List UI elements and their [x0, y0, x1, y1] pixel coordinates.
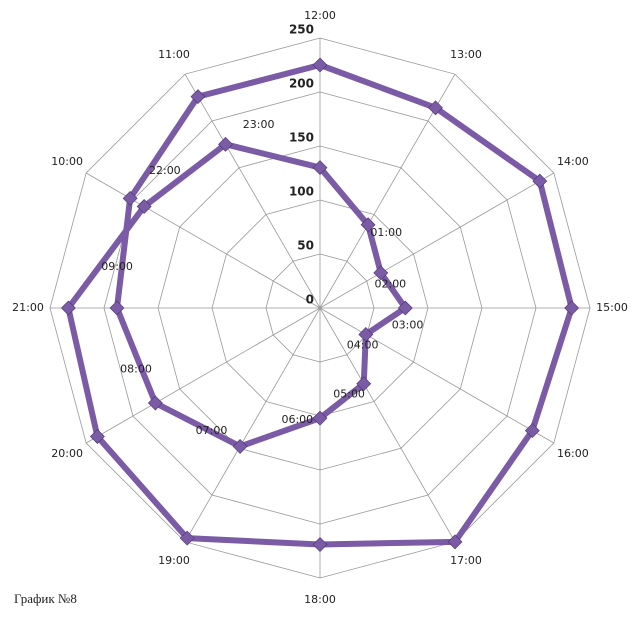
marker — [524, 423, 540, 439]
y-tick-label: 200 — [289, 77, 314, 91]
category-label: 11:00 — [158, 48, 190, 61]
marker — [312, 160, 328, 176]
category-label: 20:00 — [51, 447, 83, 460]
marker — [373, 265, 389, 281]
category-label: 09:00 — [101, 260, 133, 273]
marker — [532, 173, 548, 189]
category-label: 18:00 — [304, 593, 336, 606]
marker — [179, 530, 195, 546]
marker — [428, 100, 443, 116]
caption: График №8 — [14, 591, 77, 606]
spoke — [85, 172, 321, 309]
marker — [232, 439, 248, 454]
category-label: 16:00 — [557, 447, 589, 460]
marker — [447, 534, 463, 550]
marker — [147, 395, 163, 411]
category-label: 05:00 — [333, 388, 365, 401]
spoke — [319, 307, 555, 444]
category-label: 01:00 — [370, 226, 402, 239]
marker — [564, 300, 580, 316]
grid-ring — [49, 37, 591, 579]
category-label: 06:00 — [281, 413, 313, 426]
marker — [190, 89, 206, 105]
marker — [397, 300, 413, 316]
marker — [312, 57, 328, 73]
category-label: 13:00 — [450, 48, 482, 61]
category-label: 02:00 — [374, 277, 406, 290]
grid-ring — [265, 253, 375, 363]
y-tick-label: 50 — [297, 239, 314, 253]
category-label: 22:00 — [149, 164, 181, 177]
y-tick-label: 100 — [289, 185, 314, 199]
y-tick-label: 150 — [289, 131, 314, 145]
marker — [312, 537, 328, 552]
marker — [89, 429, 105, 444]
marker — [360, 217, 376, 233]
category-label: 04:00 — [347, 339, 379, 352]
marker — [109, 300, 125, 316]
marker — [122, 190, 138, 206]
category-label: 17:00 — [450, 554, 482, 567]
category-label: 12:00 — [304, 9, 336, 22]
category-label: 15:00 — [596, 301, 628, 314]
marker — [136, 199, 152, 214]
marker — [312, 410, 328, 426]
y-tick-label: 0 — [306, 293, 314, 307]
marker — [358, 327, 374, 342]
y-tick-label: 250 — [289, 23, 314, 37]
spoke — [184, 307, 321, 543]
category-label: 08:00 — [120, 363, 152, 376]
category-label: 21:00 — [12, 301, 44, 314]
spoke — [319, 172, 555, 309]
category-label: 14:00 — [557, 155, 589, 168]
category-label: 19:00 — [158, 554, 190, 567]
spoke — [319, 307, 456, 543]
category-label: 23:00 — [243, 118, 275, 131]
spoke — [85, 307, 321, 444]
marker — [60, 300, 76, 316]
category-label: 03:00 — [392, 319, 424, 332]
spoke — [184, 73, 321, 309]
marker — [218, 136, 233, 152]
marker — [356, 376, 372, 392]
spoke — [319, 73, 456, 309]
category-label: 10:00 — [51, 155, 83, 168]
category-label: 07:00 — [196, 424, 228, 437]
grid-ring — [157, 145, 483, 471]
